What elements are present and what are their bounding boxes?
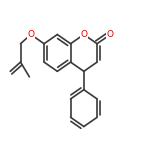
Text: O: O	[107, 30, 114, 39]
Text: O: O	[27, 30, 34, 39]
Text: O: O	[80, 30, 87, 39]
